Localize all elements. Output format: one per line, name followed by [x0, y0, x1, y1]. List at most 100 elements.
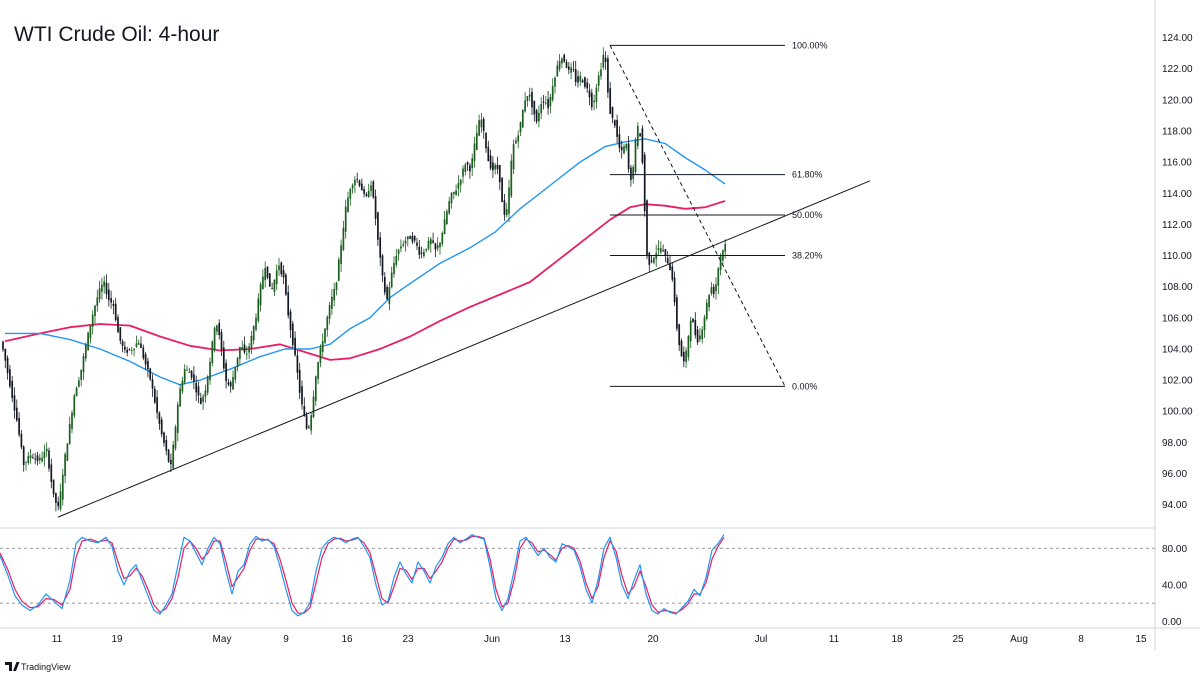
candle-body — [347, 197, 349, 212]
candle-body — [280, 262, 283, 275]
price-tick-label: 112.00 — [1162, 220, 1192, 231]
candle-body — [64, 454, 66, 477]
candle-body — [570, 67, 572, 73]
candle-body — [406, 236, 409, 240]
price-tick-label: 114.00 — [1162, 189, 1192, 200]
candle-body — [609, 88, 612, 114]
candle-body — [682, 351, 685, 362]
candle-body — [344, 206, 347, 232]
candle-body — [98, 288, 101, 300]
candle-body — [363, 189, 365, 194]
candle-body — [225, 363, 227, 382]
candle-body — [250, 335, 253, 350]
candle-body — [78, 380, 80, 387]
candle-body — [18, 418, 20, 435]
candle-body — [27, 455, 30, 464]
time-tick-label: May — [213, 634, 232, 645]
candle-body — [2, 341, 4, 350]
candle-body — [11, 380, 14, 398]
candle-body — [664, 249, 667, 256]
candle-body — [209, 361, 211, 381]
candle-body — [496, 164, 499, 170]
candle-body — [432, 240, 434, 243]
candle-body — [48, 450, 50, 469]
candle-body — [20, 433, 23, 448]
candle-body — [462, 168, 464, 177]
candle-body — [526, 96, 529, 101]
time-tick-label: Jul — [755, 634, 768, 645]
price-tick-label: 98.00 — [1162, 438, 1187, 449]
candle-body — [535, 110, 538, 122]
candle-body — [581, 80, 584, 83]
candle-body — [694, 320, 697, 336]
candle-body — [494, 165, 497, 170]
candle-body — [296, 355, 299, 373]
candle-body — [186, 369, 188, 371]
candle-body — [188, 371, 191, 373]
candle-body — [411, 235, 414, 242]
candle-body — [183, 369, 186, 383]
time-tick-label: 9 — [283, 634, 289, 645]
candle-body — [291, 323, 294, 346]
candle-body — [82, 356, 85, 372]
chart-title: WTI Crude Oil: 4-hour — [14, 23, 219, 46]
candle-body — [133, 348, 135, 351]
candle-body — [715, 284, 717, 292]
candle-body — [126, 349, 129, 353]
candle-body — [220, 332, 223, 350]
stochastic-tick-label: 80.00 — [1162, 544, 1187, 555]
candle-body — [158, 412, 161, 424]
candle-body — [478, 120, 480, 136]
candle-body — [239, 346, 241, 359]
candle-body — [400, 246, 402, 249]
candle-body — [308, 426, 310, 428]
candle-body — [87, 332, 89, 351]
candle-body — [4, 349, 7, 361]
candle-body — [577, 76, 579, 83]
candle-body — [211, 341, 214, 364]
candle-body — [584, 77, 586, 87]
candle-body — [84, 344, 87, 359]
candle-body — [181, 380, 184, 392]
candle-body — [538, 112, 540, 122]
tradingview-logo[interactable]: TradingView — [5, 662, 71, 672]
candle-body — [142, 347, 145, 359]
tradingview-label: TradingView — [21, 662, 71, 672]
price-tick-label: 122.00 — [1162, 64, 1193, 75]
candle-body — [508, 187, 510, 214]
candle-body — [390, 272, 393, 288]
candle-body — [50, 464, 53, 482]
candle-body — [232, 377, 234, 390]
candle-body — [588, 90, 591, 98]
candle-body — [96, 297, 99, 306]
candle-body — [317, 362, 319, 379]
candle-body — [172, 444, 175, 469]
ascending-trendline — [57, 180, 871, 518]
candle-body — [202, 396, 204, 402]
time-tick-label: Aug — [1010, 634, 1028, 645]
candle-body — [685, 350, 687, 362]
stochastic-axis[interactable]: 80.00 40.00 0.00 — [1162, 544, 1187, 628]
candle-body — [101, 284, 103, 292]
time-axis[interactable]: 11 19 May 9 16 23 Jun 13 20 Jul 11 18 25 Aug 8 15 — [52, 634, 1147, 645]
time-tick-label: 20 — [647, 634, 659, 645]
candle-body — [544, 102, 547, 104]
candle-body — [524, 100, 526, 112]
candle-body — [464, 164, 467, 172]
candle-body — [128, 348, 131, 350]
candle-body — [429, 239, 432, 245]
candle-body — [349, 188, 352, 199]
time-tick-label: Jun — [484, 634, 500, 645]
candle-body — [680, 340, 683, 357]
candle-body — [574, 69, 577, 83]
price-axis[interactable]: 124.00 122.00 120.00 118.00 116.00 114.00 112.… — [0, 0, 1200, 650]
candle-body — [521, 109, 524, 128]
stochastic-tick-label: 0.00 — [1162, 617, 1182, 628]
candle-body — [119, 327, 122, 341]
price-tick-label: 116.00 — [1162, 158, 1192, 169]
candle-body — [176, 404, 179, 433]
candle-body — [204, 390, 207, 397]
candle-body — [333, 289, 336, 301]
